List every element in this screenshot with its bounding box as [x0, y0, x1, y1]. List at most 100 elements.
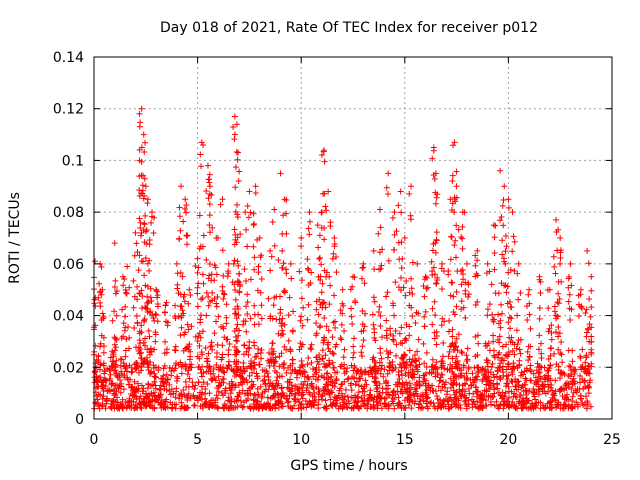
- data-point: [241, 390, 248, 397]
- data-point: [298, 243, 305, 250]
- data-point: [297, 340, 304, 347]
- data-point: [192, 263, 199, 270]
- data-point: [95, 353, 102, 360]
- data-point: [408, 275, 415, 282]
- data-point: [559, 405, 566, 412]
- data-point: [278, 350, 285, 357]
- data-point: [409, 290, 416, 297]
- data-point: [322, 304, 329, 311]
- data-point: [584, 382, 591, 389]
- data-point: [127, 376, 134, 383]
- data-point: [234, 211, 241, 218]
- data-point: [219, 342, 226, 349]
- data-point: [198, 312, 205, 319]
- data-point: [154, 294, 161, 301]
- data-point: [536, 304, 543, 311]
- data-point: [420, 283, 427, 290]
- data-point: [505, 269, 512, 276]
- data-point: [132, 229, 139, 236]
- data-point: [215, 373, 222, 380]
- data-point: [376, 359, 383, 366]
- data-point: [503, 289, 510, 296]
- data-point: [232, 296, 239, 303]
- data-point: [346, 400, 353, 407]
- data-point: [422, 389, 429, 396]
- data-point: [111, 405, 118, 412]
- data-point: [318, 393, 325, 400]
- data-point: [287, 376, 294, 383]
- data-point: [489, 311, 496, 318]
- data-point: [241, 342, 248, 349]
- data-point: [556, 295, 563, 302]
- data-point: [140, 385, 147, 392]
- data-point: [319, 347, 326, 354]
- data-point: [225, 362, 232, 369]
- data-point: [491, 402, 498, 409]
- data-point: [198, 383, 205, 390]
- data-point: [498, 213, 505, 220]
- data-point: [457, 392, 464, 399]
- data-point: [292, 392, 299, 399]
- data-point: [571, 378, 578, 385]
- data-point: [246, 372, 253, 379]
- data-point: [506, 314, 513, 321]
- data-point: [496, 349, 503, 356]
- data-point: [432, 249, 439, 256]
- data-point: [289, 366, 296, 373]
- data-point: [496, 364, 503, 371]
- data-point: [352, 381, 359, 388]
- data-point: [259, 367, 266, 374]
- data-point: [449, 172, 456, 179]
- data-point: [343, 403, 350, 410]
- data-point: [588, 273, 595, 280]
- data-point: [225, 260, 232, 267]
- y-tick-label: 0.02: [53, 360, 84, 376]
- data-point: [285, 337, 292, 344]
- data-point: [321, 315, 328, 322]
- data-point: [202, 395, 209, 402]
- data-point: [269, 340, 276, 347]
- data-point: [379, 389, 386, 396]
- data-point: [517, 289, 524, 296]
- data-point: [437, 387, 444, 394]
- data-point: [103, 398, 110, 405]
- data-point: [220, 295, 227, 302]
- data-point: [399, 381, 406, 388]
- data-point: [129, 383, 136, 390]
- data-point: [277, 293, 284, 300]
- data-point: [276, 363, 283, 370]
- data-point: [133, 313, 140, 320]
- data-point: [211, 277, 218, 284]
- data-point: [480, 396, 487, 403]
- data-point: [243, 397, 250, 404]
- data-point: [148, 368, 155, 375]
- data-point: [338, 390, 345, 397]
- data-point: [398, 265, 405, 272]
- data-point: [325, 339, 332, 346]
- data-point: [547, 352, 554, 359]
- data-point: [508, 315, 515, 322]
- data-point: [483, 373, 490, 380]
- data-point: [376, 380, 383, 387]
- data-point: [452, 400, 459, 407]
- data-point: [135, 388, 142, 395]
- data-point: [494, 380, 501, 387]
- data-point: [430, 144, 437, 151]
- data-point: [120, 273, 127, 280]
- data-point: [233, 148, 240, 155]
- data-point: [166, 364, 173, 371]
- data-point: [269, 351, 276, 358]
- data-point: [100, 360, 107, 367]
- data-point: [136, 290, 143, 297]
- data-point: [240, 378, 247, 385]
- data-point: [472, 262, 479, 269]
- data-point: [551, 396, 558, 403]
- data-point: [496, 339, 503, 346]
- data-point: [260, 377, 267, 384]
- data-point: [297, 317, 304, 324]
- data-point: [583, 352, 590, 359]
- data-point: [185, 343, 192, 350]
- data-point: [351, 362, 358, 369]
- y-tick-label: 0.12: [53, 102, 84, 118]
- data-point: [449, 333, 456, 340]
